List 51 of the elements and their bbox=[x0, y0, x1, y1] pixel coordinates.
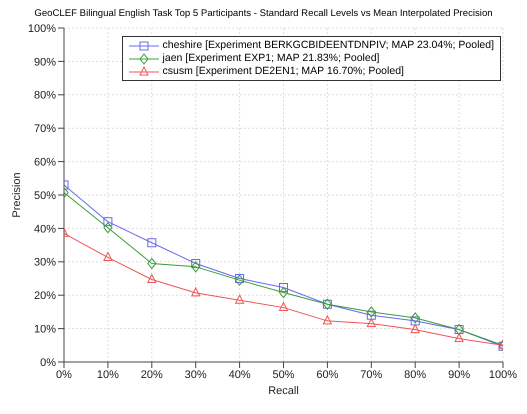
legend-label: csusm [Experiment DE2EN1; MAP 16.70%; Pooled] bbox=[162, 65, 404, 78]
point bbox=[366, 310, 376, 320]
point bbox=[279, 287, 288, 298]
point bbox=[454, 333, 464, 342]
point bbox=[103, 222, 112, 234]
point bbox=[279, 302, 288, 312]
point bbox=[235, 274, 244, 283]
x-tick-label: 70% bbox=[360, 368, 383, 381]
x-tick-label: 90% bbox=[448, 368, 470, 381]
y-tick-label: 100% bbox=[28, 22, 56, 35]
point bbox=[366, 306, 376, 318]
x-tick-label: 20% bbox=[140, 368, 164, 381]
x-tick-label: 80% bbox=[404, 368, 426, 381]
y-tick-label: 50% bbox=[34, 190, 56, 202]
point bbox=[103, 217, 112, 226]
x-tick-label: 100% bbox=[488, 368, 518, 381]
point bbox=[103, 252, 112, 261]
y-tick-label: 60% bbox=[34, 156, 56, 169]
point bbox=[147, 274, 156, 283]
point bbox=[147, 258, 156, 269]
y-tick-label: 70% bbox=[34, 123, 56, 136]
point bbox=[191, 258, 200, 268]
point bbox=[279, 283, 288, 292]
y-tick-label: 80% bbox=[34, 90, 56, 102]
y-axis-title: Precision bbox=[10, 172, 23, 218]
y-tick-label: 40% bbox=[34, 223, 56, 236]
x-tick-label: 50% bbox=[272, 368, 295, 381]
chart-title: GeoCLEF Bilingual English Task Top 5 Participants - Standard Recall Levels vs Mean Interpolated Precision bbox=[33, 8, 494, 21]
point bbox=[366, 318, 376, 328]
x-tick-label: 30% bbox=[184, 368, 207, 381]
point bbox=[147, 238, 156, 248]
x-tick-label: 40% bbox=[228, 368, 251, 381]
x-axis-title: Recall bbox=[268, 385, 299, 397]
y-tick-label: 20% bbox=[34, 290, 56, 302]
y-tick-label: 10% bbox=[34, 324, 56, 336]
point bbox=[322, 315, 332, 324]
point bbox=[235, 274, 244, 286]
point bbox=[410, 316, 420, 326]
y-tick-label: 90% bbox=[34, 56, 56, 68]
x-tick-label: 60% bbox=[316, 368, 339, 381]
legend-label: jaen [Experiment EXP1; MAP 21.83%; Pooled] bbox=[162, 52, 380, 65]
x-tick-label: 10% bbox=[96, 368, 120, 381]
point bbox=[191, 261, 200, 272]
point bbox=[410, 324, 420, 334]
x-tick-label: 0% bbox=[56, 368, 72, 381]
point bbox=[235, 294, 244, 304]
y-tick-label: 0% bbox=[40, 356, 56, 369]
y-tick-label: 30% bbox=[34, 256, 56, 269]
point bbox=[410, 312, 420, 324]
point bbox=[191, 287, 200, 296]
legend-label: cheshire [Experiment BERKGCBIDEENTDNPIV; MAP 23.04%; Pooled] bbox=[162, 39, 494, 52]
